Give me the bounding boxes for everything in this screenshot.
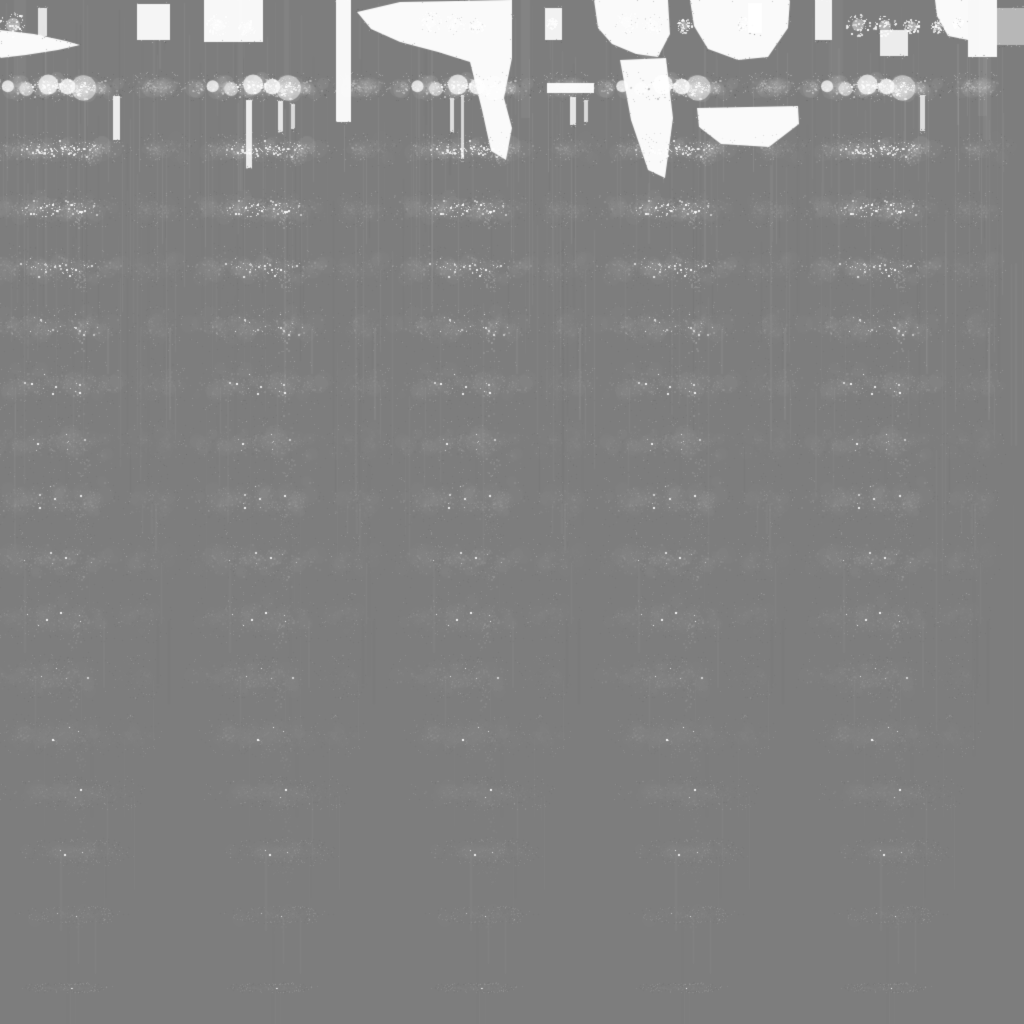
smoke-texture-canvas	[0, 0, 1024, 1024]
smoke-sprite-sheet	[0, 0, 1024, 1024]
